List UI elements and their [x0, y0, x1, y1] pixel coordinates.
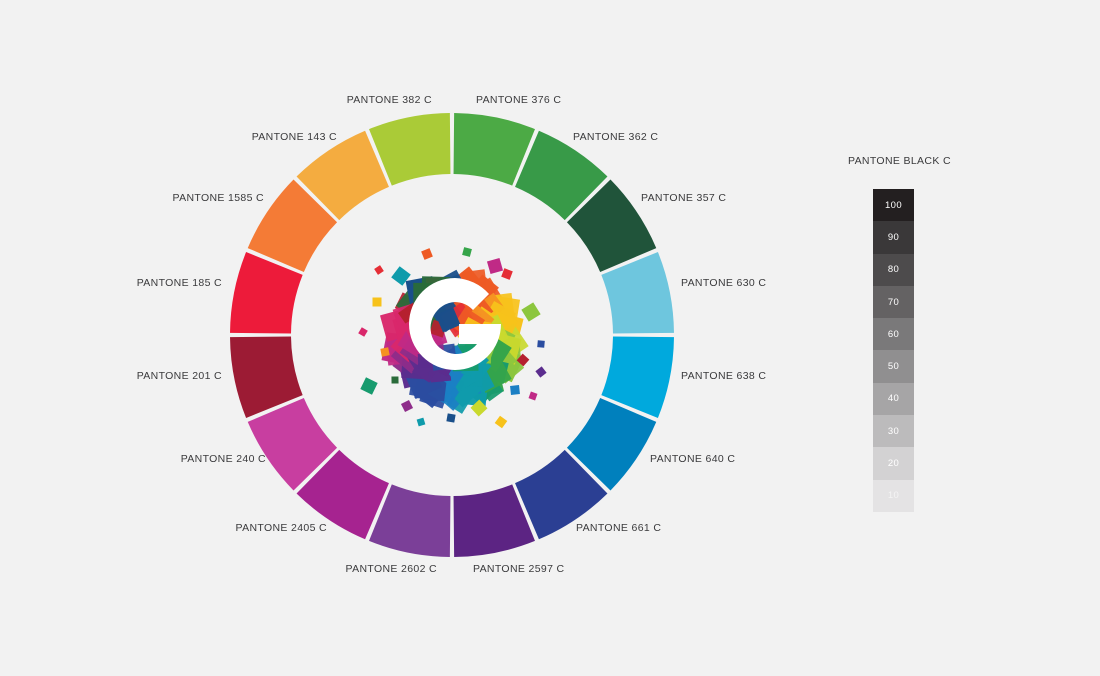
wheel-segment[interactable]: [601, 252, 674, 334]
logo-tile: [391, 376, 399, 384]
wheel-segment[interactable]: [369, 113, 451, 186]
black-tint-value: 80: [887, 264, 900, 276]
black-tint-cell[interactable]: 20: [873, 447, 914, 480]
segment-label: PANTONE 185 C: [136, 277, 222, 289]
black-tint-cell[interactable]: 60: [873, 318, 914, 351]
logo-tile: [501, 268, 513, 280]
logo-tile: [416, 417, 426, 427]
black-tint-value: 50: [887, 361, 900, 373]
wheel-segment[interactable]: [515, 449, 608, 540]
segment-label: PANTONE 2597 C: [473, 563, 565, 575]
segment-label: PANTONE 661 C: [576, 522, 662, 534]
segment-label: PANTONE 201 C: [136, 370, 222, 382]
wheel-segment[interactable]: [247, 398, 338, 491]
logo-tile: [528, 391, 538, 401]
black-tint-cell[interactable]: 70: [873, 285, 914, 319]
segment-label: PANTONE 2405 C: [235, 522, 327, 534]
logo-tile: [391, 266, 411, 286]
segment-label: PANTONE 630 C: [681, 277, 767, 289]
wheel-segment[interactable]: [296, 130, 389, 221]
pantone-black-title: PANTONE BLACK C: [848, 155, 951, 167]
segment-label: PANTONE 143 C: [251, 131, 337, 143]
segment-label: PANTONE 382 C: [346, 94, 432, 106]
wheel-segment[interactable]: [601, 336, 674, 418]
logo-tile: [462, 247, 472, 257]
wheel-segment[interactable]: [230, 336, 303, 418]
black-tint-cell[interactable]: 100: [873, 189, 914, 222]
logo-tile: [380, 347, 390, 357]
logo-tile: [360, 377, 378, 395]
logo-letter-g: [409, 278, 501, 370]
logo-tile: [372, 297, 382, 307]
black-tint-value: 60: [887, 328, 900, 340]
logo-tile: [521, 302, 541, 322]
black-tint-cell[interactable]: 90: [873, 221, 914, 254]
logo-tile: [494, 415, 508, 429]
black-tint-value: 40: [887, 393, 900, 405]
black-tint-cell[interactable]: 30: [873, 415, 914, 448]
logo-tile: [400, 399, 414, 413]
logo-tile: [486, 257, 504, 275]
logo-tile: [510, 385, 520, 395]
black-tint-value: 70: [887, 296, 900, 308]
wheel-segment[interactable]: [566, 398, 657, 491]
wheel-segment[interactable]: [566, 179, 657, 272]
segment-label: PANTONE 2602 C: [345, 563, 437, 575]
black-tint-value: 20: [887, 458, 900, 470]
g-logo: [355, 240, 555, 440]
logo-tile: [535, 366, 547, 378]
black-tint-cell[interactable]: 10: [873, 479, 914, 512]
logo-tile: [435, 307, 461, 333]
segment-label: PANTONE 640 C: [650, 453, 736, 465]
wheel-segment[interactable]: [230, 252, 303, 334]
segment-label: PANTONE 362 C: [573, 131, 659, 143]
logo-tile: [537, 340, 545, 348]
black-tint-value: 10: [887, 490, 900, 502]
g-logo-graphic: [358, 247, 547, 429]
wheel-segment[interactable]: [515, 130, 608, 221]
wheel-segment[interactable]: [453, 113, 535, 186]
logo-tile: [374, 265, 384, 275]
wheel-segment[interactable]: [369, 484, 451, 557]
black-tint-value: 100: [884, 199, 903, 211]
wheel-segment[interactable]: [296, 449, 389, 540]
black-tint-cell[interactable]: 80: [873, 253, 914, 286]
logo-tile: [446, 413, 456, 423]
segment-label: PANTONE 357 C: [641, 192, 727, 204]
segment-label: PANTONE 1585 C: [172, 192, 264, 204]
segment-label: PANTONE 376 C: [476, 94, 562, 106]
black-tint-value: 30: [887, 425, 900, 437]
logo-tile: [421, 248, 433, 260]
black-tint-cell[interactable]: 50: [873, 350, 914, 383]
logo-tile: [470, 399, 488, 417]
segment-label: PANTONE 638 C: [681, 370, 767, 382]
black-tint-cell[interactable]: 40: [873, 382, 914, 416]
black-tint-column: 100 90 80 70 60 50 40 30 20 10: [873, 189, 914, 512]
segment-label: PANTONE 240 C: [180, 453, 266, 465]
logo-tile: [516, 353, 530, 367]
wheel-segment[interactable]: [453, 484, 535, 557]
black-tint-value: 90: [887, 231, 900, 243]
logo-tile: [358, 327, 368, 337]
wheel-segment[interactable]: [247, 179, 338, 272]
